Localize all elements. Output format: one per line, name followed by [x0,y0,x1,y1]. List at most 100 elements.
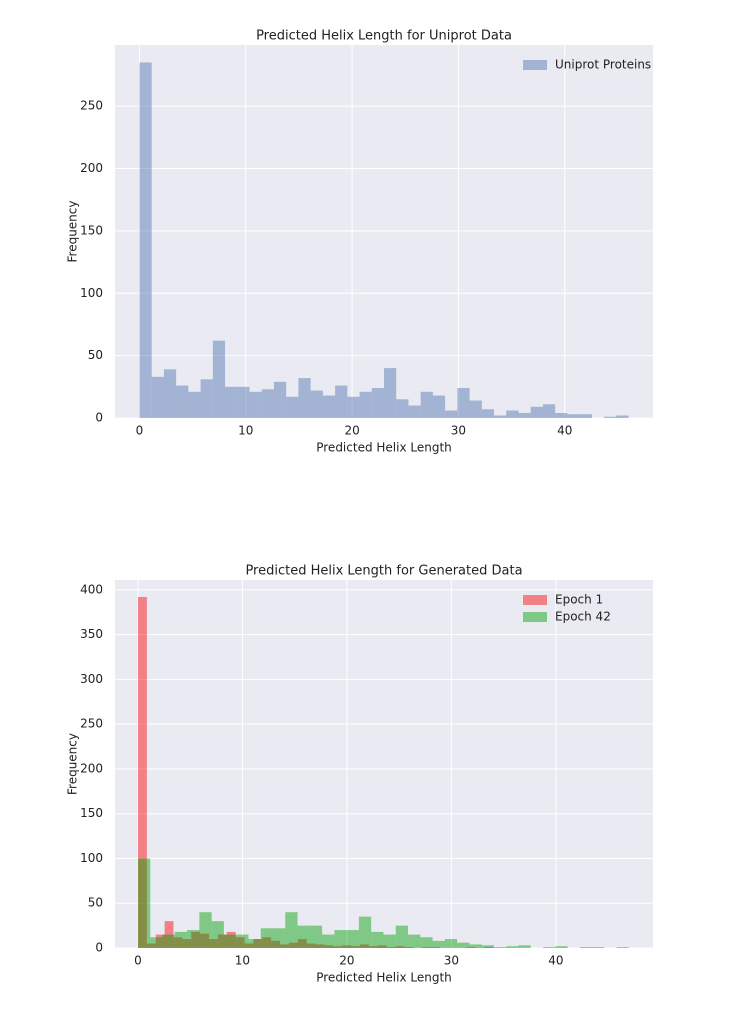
bar [481,945,494,948]
y-tick-label: 0 [95,941,103,955]
bar [493,947,507,948]
legend-swatch [523,612,547,622]
bar [494,415,507,418]
bar [225,386,238,418]
bar [404,947,414,948]
y-tick-label: 50 [88,896,103,910]
bar [253,939,263,948]
bar [191,931,201,948]
x-tick-label: 40 [548,954,563,968]
bar [359,944,369,948]
y-tick-label: 100 [80,851,103,865]
bar [164,921,174,948]
chart-title: Predicted Helix Length for Generated Dat… [245,564,522,579]
bar [518,413,531,418]
bar [244,943,254,948]
x-tick-label: 0 [134,954,142,968]
bar [579,414,592,418]
bar [324,945,334,948]
bar [310,390,323,418]
bar [271,940,281,948]
bar [567,414,580,418]
x-tick-label: 20 [344,424,359,438]
bar [579,947,593,948]
bar [315,944,325,948]
bar [395,925,409,948]
bar [155,934,165,948]
bar [368,946,378,948]
y-tick-label: 150 [80,223,103,237]
bar [420,937,433,948]
bar [457,942,470,948]
bar [604,416,617,418]
bar [297,939,307,948]
bar [200,933,210,948]
bar [306,943,316,948]
y-tick-label: 250 [80,717,103,731]
bar [146,943,156,948]
bar [249,391,262,418]
bar [484,947,494,948]
x-axis-label: Predicted Helix Length [316,441,452,455]
x-axis-label: Predicted Helix Length [316,971,452,985]
bar [342,945,352,948]
bar [237,386,250,418]
bar [288,942,298,948]
x-tick-label: 10 [238,424,253,438]
bar [481,409,495,418]
bar [297,925,310,948]
x-tick-label: 40 [557,424,572,438]
bar [286,396,299,418]
bar [260,928,274,948]
y-axis-label: Frequency [66,201,80,263]
bar [420,391,433,418]
bar [262,937,272,948]
bar [530,406,543,418]
bar [351,946,360,948]
bar [187,930,200,948]
x-tick-label: 10 [235,954,250,968]
bar [322,395,336,418]
bar [359,391,372,418]
bar [543,947,556,948]
y-tick-label: 150 [80,806,103,820]
bar [139,62,152,419]
y-tick-label: 250 [80,99,103,113]
bar [248,939,261,948]
legend-label: Epoch 1 [555,593,603,607]
bar [457,388,470,418]
bar [226,931,236,948]
bar [137,597,147,948]
bar [309,925,323,948]
bar [395,946,405,948]
bar [333,946,343,948]
y-tick-label: 100 [80,286,103,300]
plot-area [115,580,653,948]
bar [217,934,227,948]
bar [445,410,458,418]
bar [616,947,629,948]
bar [261,389,274,418]
y-tick-label: 200 [80,761,103,775]
bar [182,939,192,948]
bar [346,930,359,948]
bar [298,378,311,418]
bar [199,912,212,948]
legend-swatch [523,60,547,70]
bar [212,340,226,418]
bar [555,413,568,418]
bar [383,934,396,948]
bar [396,399,409,418]
bar [163,369,177,418]
bar [469,400,482,418]
x-tick-label: 0 [136,424,144,438]
bar [542,404,556,418]
bar [384,368,397,418]
chart-title: Predicted Helix Length for Uniprot Data [256,29,512,44]
bar [162,934,175,948]
bar [273,928,286,948]
bar [335,385,348,418]
legend-swatch [523,595,547,605]
bar [444,939,458,948]
